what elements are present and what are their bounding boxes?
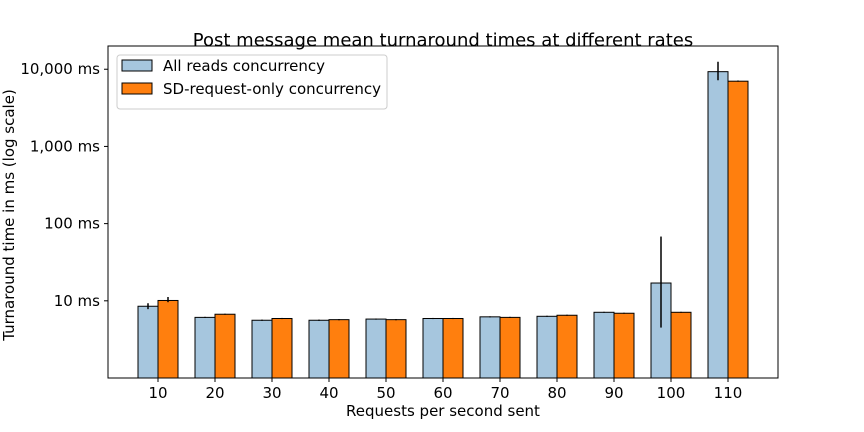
y-tick-label: 10 ms [54,292,100,310]
bar-all-reads-110 [707,71,729,379]
bar-all-reads-50 [365,318,387,379]
legend-label-all-reads: All reads concurrency [163,57,325,75]
bar-all-reads-30 [251,319,273,379]
bar-sd-request-30 [271,317,293,379]
legend-box [116,54,388,110]
y-tick-label: 100 ms [44,215,100,233]
bar-sd-request-70 [499,316,521,379]
bar-sd-request-110 [727,80,749,379]
bar-sd-request-10 [157,299,179,379]
x-tick-label: 20 [205,384,224,402]
bar-all-reads-60 [422,317,444,379]
y-tick-label: 1,000 ms [30,137,100,155]
bar-sd-request-80 [556,314,578,379]
bar-sd-request-60 [442,317,464,379]
x-axis: 10 20 30 40 50 60 70 80 90 100 110 [148,378,742,402]
bar-all-reads-20 [194,316,216,379]
bar-sd-request-40 [328,319,350,379]
bar-all-reads-10 [137,305,159,379]
bar-sd-request-90 [613,312,635,379]
y-tick-label: 10,000 ms [20,60,100,78]
x-tick-label: 10 [148,384,167,402]
bar-all-reads-80 [536,315,558,379]
bar-all-reads-70 [479,316,501,379]
x-tick-label: 70 [490,384,509,402]
bar-sd-request-100 [670,311,692,379]
bar-all-reads-40 [308,319,330,379]
x-tick-label: 110 [714,384,743,402]
x-tick-label: 30 [262,384,281,402]
bar-sd-request-50 [385,319,407,379]
x-tick-label: 40 [319,384,338,402]
x-tick-label: 50 [376,384,395,402]
legend-label-sd-request: SD-request-only concurrency [163,80,381,98]
x-tick-label: 100 [657,384,686,402]
bar-sd-request-20 [214,313,236,379]
x-tick-label: 90 [604,384,623,402]
error-bars-group [147,61,739,328]
y-axis-label: Turnaround time in ms (log scale) [0,89,18,342]
x-tick-label: 60 [433,384,452,402]
legend-swatch-all-reads [121,59,153,72]
bar-all-reads-90 [593,311,615,379]
x-axis-label: Requests per second sent [346,402,540,420]
y-axis: 10 ms 100 ms 1,000 ms 10,000 ms [20,60,108,310]
bars-group [137,71,749,379]
legend: All reads concurrency SD-request-only con… [116,54,388,110]
chart-title: Post message mean turnaround times at di… [193,30,693,51]
x-tick-label: 80 [547,384,566,402]
legend-swatch-sd-request [121,82,153,95]
